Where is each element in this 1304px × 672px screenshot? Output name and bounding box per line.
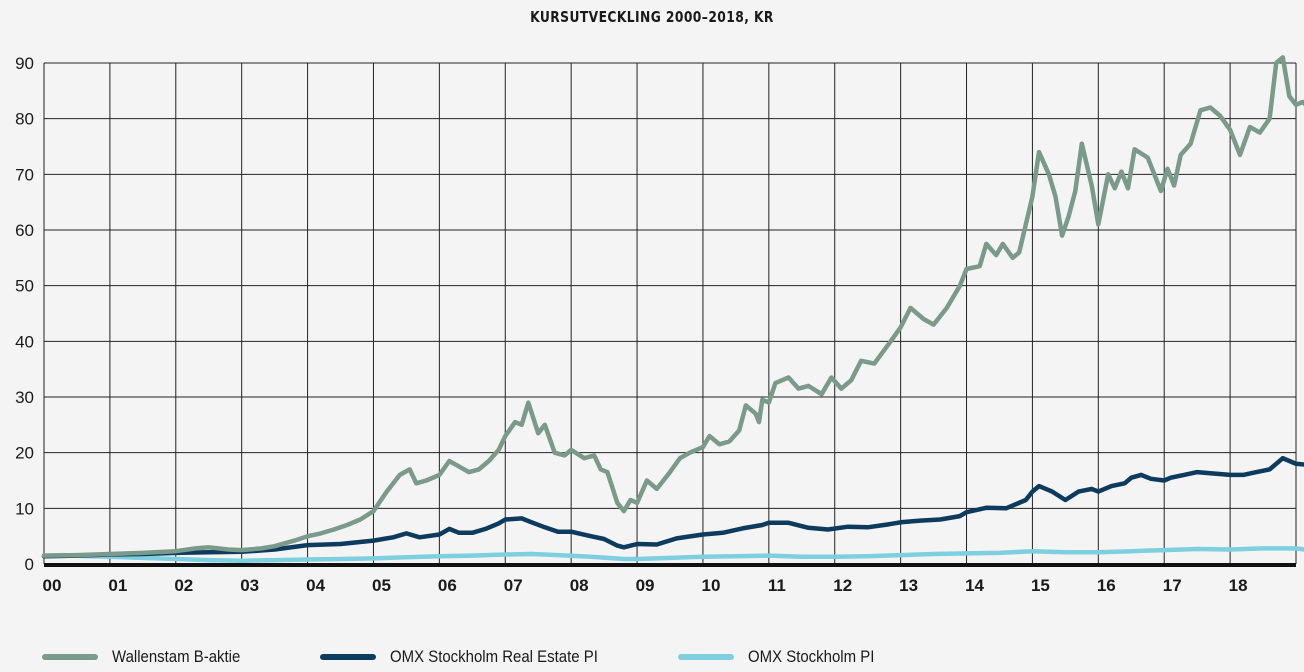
series-line-0 <box>41 55 1304 558</box>
x-tick-label: 10 <box>701 576 720 595</box>
x-tick-label: 17 <box>1163 576 1182 595</box>
x-tick-label: 08 <box>570 576 589 595</box>
x-tick-label: 16 <box>1097 576 1116 595</box>
x-tick-label: 13 <box>899 576 918 595</box>
y-axis-ticks: 0 10 20 30 40 50 60 70 80 90 <box>15 54 34 574</box>
x-tick-label: 06 <box>438 576 457 595</box>
legend-swatch-wallenstam <box>42 654 98 660</box>
x-tick-label: 02 <box>174 576 193 595</box>
x-axis-ticks: 00 01 02 03 04 05 06 07 08 09 10 11 12 13 14 15 16 17 18 <box>43 576 1248 595</box>
x-tick-label: 03 <box>240 576 259 595</box>
legend-swatch-real-estate <box>320 654 376 660</box>
y-tick-label: 20 <box>15 444 34 463</box>
series-lines <box>41 55 1304 563</box>
x-tick-label: 18 <box>1229 576 1248 595</box>
y-tick-label: 80 <box>15 110 34 129</box>
legend-label-omx: OMX Stockholm PI <box>748 647 875 666</box>
y-tick-label: 50 <box>15 277 34 296</box>
y-tick-label: 40 <box>15 332 34 351</box>
x-tick-label: 11 <box>768 576 786 595</box>
chart-title: KURSUTVECKLING 2000–2018, KR <box>530 8 774 26</box>
legend-label-real-estate: OMX Stockholm Real Estate PI <box>390 647 598 666</box>
legend-swatch-omx <box>678 654 734 660</box>
x-tick-label: 15 <box>1031 576 1050 595</box>
y-tick-label: 60 <box>15 221 34 240</box>
x-tick-label: 05 <box>372 576 391 595</box>
x-tick-label: 12 <box>833 576 852 595</box>
y-tick-label: 30 <box>15 388 34 407</box>
x-tick-label: 14 <box>965 576 984 595</box>
legend-item-real-estate: OMX Stockholm Real Estate PI <box>320 644 626 670</box>
legend-item-wallenstam: Wallenstam B-aktie <box>42 644 258 670</box>
y-tick-label: 90 <box>15 54 34 73</box>
x-tick-label: 04 <box>306 576 325 595</box>
x-tick-label: 00 <box>43 576 62 595</box>
y-tick-label: 0 <box>25 555 34 574</box>
series-line-2 <box>41 546 1304 563</box>
x-tick-label: 01 <box>108 576 127 595</box>
legend-label-wallenstam: Wallenstam B-aktie <box>112 647 241 666</box>
series-line-1 <box>41 455 1304 559</box>
legend-item-omx: OMX Stockholm PI <box>678 644 892 670</box>
x-tick-label: 09 <box>636 576 655 595</box>
grid <box>43 62 1297 564</box>
legend: Wallenstam B-aktie OMX Stockholm Real Es… <box>0 644 1304 670</box>
x-tick-label: 07 <box>504 576 523 595</box>
y-tick-label: 10 <box>15 499 34 518</box>
y-tick-label: 70 <box>15 165 34 184</box>
